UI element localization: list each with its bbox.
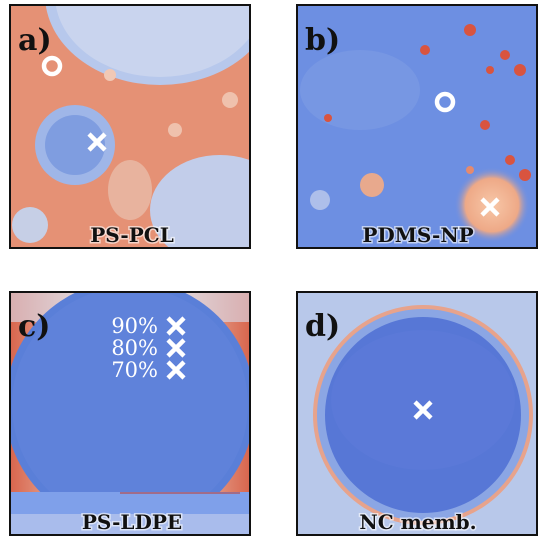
- annotation: 90%: [111, 314, 158, 338]
- panel-name: PDMS-NP: [362, 223, 473, 247]
- panel-label: b): [305, 23, 340, 58]
- panel-name: NC memb.: [359, 510, 476, 534]
- annotation: 70%: [111, 358, 158, 382]
- panel-label: a): [18, 23, 52, 58]
- panel-label: d): [305, 309, 340, 344]
- panel-name: PS-PCL: [90, 223, 174, 247]
- panel-name: PS-LDPE: [82, 510, 182, 534]
- figure: a) PS-PCL b) PDMS-NP 90% 80% 70% c): [0, 0, 538, 536]
- annotation: 80%: [111, 336, 158, 360]
- panel-label: c): [18, 309, 50, 344]
